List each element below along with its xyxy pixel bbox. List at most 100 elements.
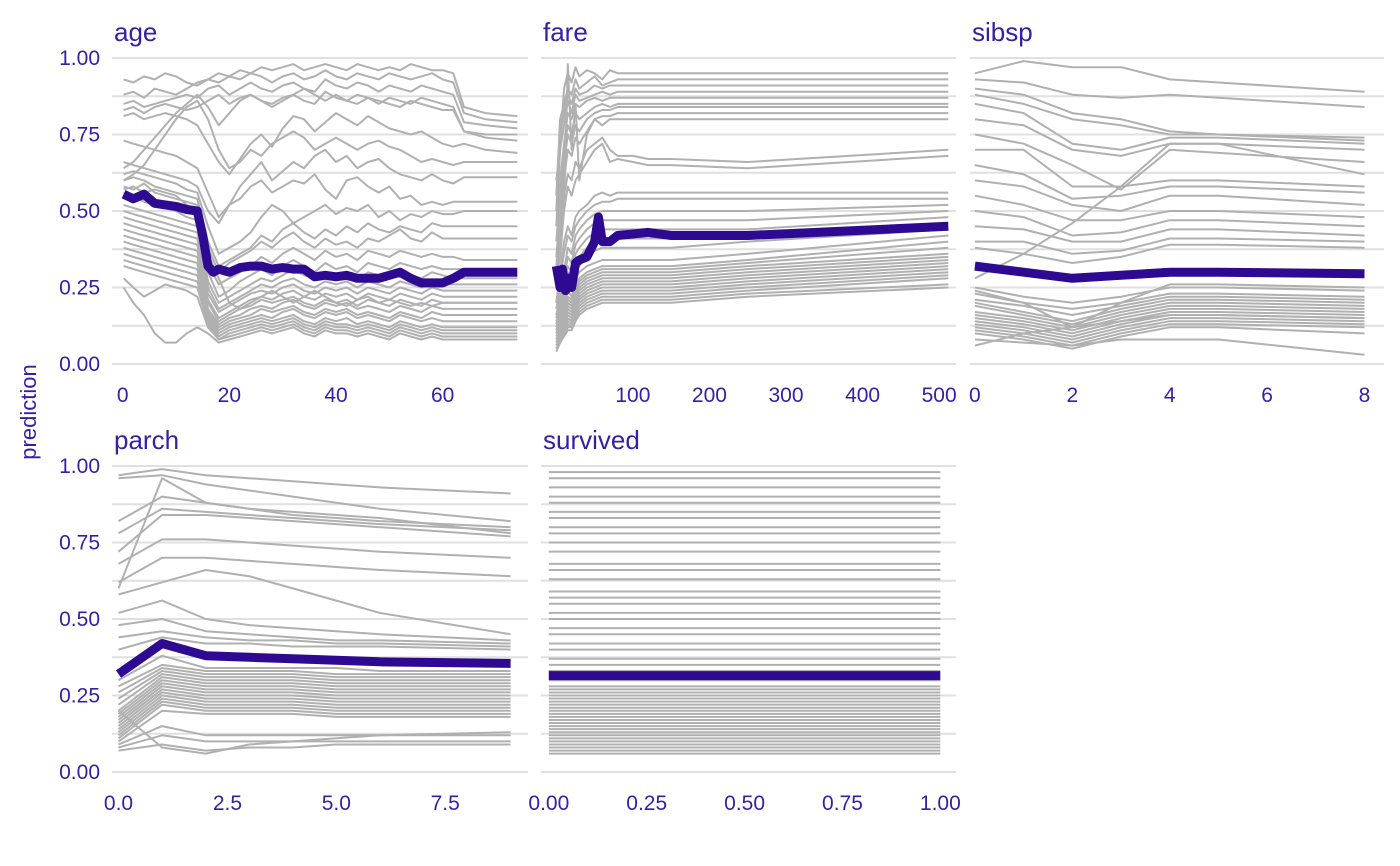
ice-line	[555, 283, 949, 350]
ice-line	[555, 66, 949, 181]
average-profile-line	[115, 639, 511, 678]
x-tick-label: 5.0	[322, 792, 351, 815]
ice-line	[974, 338, 1365, 356]
ice-profiles	[555, 63, 949, 353]
x-tick-label: 4	[1164, 384, 1176, 407]
ice-line	[555, 63, 949, 273]
x-tick-label: 20	[218, 384, 241, 407]
ice-line	[123, 63, 518, 118]
ice-line	[974, 210, 1365, 237]
ice-line	[974, 286, 1365, 304]
ice-line	[974, 298, 1365, 323]
ice-line	[118, 474, 511, 523]
ice-line	[974, 78, 1365, 108]
ice-line	[555, 197, 949, 303]
ice-line	[974, 102, 1365, 151]
panel-sibsp: sibsp 0 2 4 6 8	[969, 17, 1384, 407]
y-tick-label: 1.00	[59, 455, 100, 478]
panel-title: age	[114, 17, 157, 47]
ice-line	[974, 133, 1365, 191]
ice-line	[555, 268, 949, 344]
ice-profiles	[548, 471, 941, 755]
x-tick-label: 0	[969, 384, 981, 407]
ice-line	[974, 326, 1365, 350]
ice-line	[555, 228, 949, 325]
ice-line	[117, 691, 511, 727]
ice-line	[122, 286, 518, 344]
ice-profiles	[974, 60, 1365, 356]
ice-line	[117, 700, 511, 737]
ice-line	[123, 185, 518, 310]
y-tick-label: 0.75	[59, 124, 100, 147]
x-tick-label: 500	[922, 384, 957, 407]
ice-line	[117, 514, 511, 553]
x-tick-label: 300	[768, 384, 803, 407]
ice-line	[117, 703, 511, 740]
y-tick-label: 0.25	[59, 277, 100, 300]
ice-line	[118, 495, 511, 529]
y-tick-label: 0.25	[59, 685, 100, 708]
panel-title: sibsp	[972, 17, 1033, 47]
ice-line	[123, 139, 518, 219]
panel-fare: fare 100 200 300 400 500	[541, 17, 957, 407]
y-tick-label: 0.00	[59, 761, 100, 784]
ice-line	[117, 685, 511, 721]
ice-line	[974, 314, 1365, 347]
x-tick-label: 200	[692, 384, 727, 407]
ice-line	[118, 507, 511, 535]
ice-line	[123, 240, 518, 329]
ice-line	[555, 286, 949, 353]
ice-line	[974, 194, 1365, 222]
y-tick-label: 1.00	[59, 47, 100, 70]
panel-title: survived	[543, 425, 640, 455]
ice-line	[117, 682, 511, 718]
x-tick-label: 0.75	[822, 792, 863, 815]
x-tick-label: 400	[845, 384, 880, 407]
ice-line	[974, 142, 1365, 280]
ice-line	[123, 246, 518, 332]
ice-line	[555, 136, 949, 273]
ice-line	[123, 170, 518, 255]
ice-line	[118, 667, 511, 694]
x-tick-label: 0.25	[626, 792, 667, 815]
ice-line	[117, 673, 511, 706]
ice-line	[555, 274, 949, 347]
ice-line	[118, 569, 511, 636]
x-tick-label: 2.5	[213, 792, 242, 815]
ice-line	[118, 538, 511, 565]
ice-line	[123, 176, 518, 268]
ice-line	[555, 75, 949, 196]
ice-line	[117, 676, 511, 712]
ice-line	[555, 277, 949, 350]
average-profile-line	[974, 261, 1365, 283]
x-tick-label: 0	[117, 384, 129, 407]
x-tick-label: 0.00	[528, 792, 569, 815]
ice-line	[974, 93, 1365, 142]
ice-line	[118, 618, 511, 645]
panel-parch: parch 0.00 0.25 0.50 0.75 1.00 0.0 2.5 5.0 7.5	[59, 425, 528, 815]
y-tick-label: 0.75	[59, 532, 100, 555]
ice-line	[974, 60, 1365, 93]
ice-line	[118, 734, 511, 749]
y-tick-label: 0.00	[59, 353, 100, 376]
ice-line	[117, 697, 511, 733]
average-profile-line	[121, 189, 518, 288]
ice-line	[118, 743, 511, 752]
ice-line	[974, 317, 1365, 341]
ice-line	[118, 654, 511, 682]
ice-line	[117, 694, 511, 730]
ice-line	[974, 237, 1365, 255]
ice-line	[974, 148, 1365, 188]
y-axis-label: prediction	[16, 364, 41, 459]
ice-line	[123, 234, 518, 326]
ice-profiles	[117, 468, 511, 755]
x-tick-label: 100	[615, 384, 650, 407]
ice-line	[118, 599, 511, 642]
ice-line	[123, 252, 518, 335]
panel-title: parch	[114, 425, 179, 455]
ice-line	[123, 99, 518, 182]
ice-line	[123, 90, 518, 142]
ice-line	[974, 307, 1365, 332]
panel-survived: survived 0.00 0.25 0.50 0.75 1.00	[528, 425, 960, 815]
